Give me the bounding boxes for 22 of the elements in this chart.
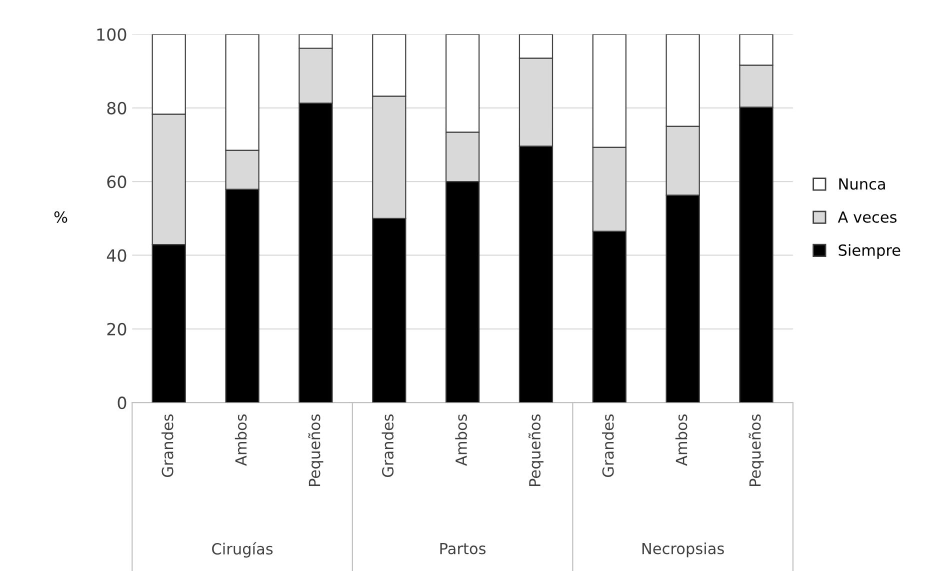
legend-label: A veces	[838, 211, 897, 223]
x-tick-label: Ambos	[455, 414, 467, 466]
x-tick-label: Ambos	[234, 414, 247, 466]
y-tick-label: 80	[107, 102, 126, 114]
y-tick-label: 60	[107, 176, 126, 188]
x-tick-label: Grandes	[382, 414, 394, 478]
y-tick-label: 100	[97, 28, 126, 41]
y-axis-title: %	[54, 211, 68, 223]
legend-label: Siempre	[838, 244, 900, 259]
x-tick-label: Pequeños	[748, 414, 764, 486]
y-tick-label: 20	[107, 322, 126, 336]
x-tick-label: Pequeños	[528, 414, 544, 486]
legend-label: Nunca	[839, 178, 885, 190]
text: Necropsias	[642, 542, 724, 558]
y-tick-label: 40	[106, 249, 126, 262]
x-tick-label: Pequeños	[308, 414, 324, 486]
x-tick-label: Grandes	[161, 414, 174, 478]
x-tick-label: Grandes	[602, 414, 614, 478]
text: Partos	[440, 542, 486, 554]
x-tick-label: Ambos	[675, 414, 688, 466]
y-tick-label: 0	[118, 396, 126, 410]
text: Cirugías	[212, 542, 273, 558]
